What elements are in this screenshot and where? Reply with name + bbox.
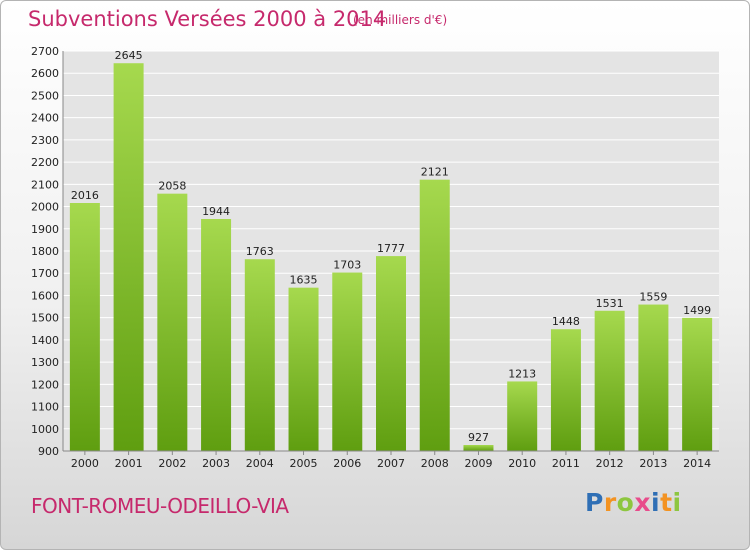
- y-tick-label: 1900: [31, 223, 59, 236]
- x-tick-label-2012: 2012: [596, 457, 624, 470]
- bar-2013: [638, 304, 669, 451]
- y-tick-label: 2100: [31, 178, 59, 191]
- value-label-2006: 1703: [333, 259, 361, 272]
- logo-letter: r: [603, 488, 617, 517]
- commune-name: FONT-ROMEU-ODEILLO-VIA: [31, 494, 289, 518]
- y-tick-label: 1200: [31, 378, 59, 391]
- logo-letter: x: [634, 488, 651, 517]
- y-tick-label: 900: [38, 445, 59, 458]
- bars: [69, 63, 713, 451]
- x-tick-label-2002: 2002: [158, 457, 186, 470]
- y-tick-label: 2400: [31, 112, 59, 125]
- x-tick-label-2000: 2000: [71, 457, 99, 470]
- x-tick-label-2006: 2006: [333, 457, 361, 470]
- proxiti-logo: Proxiti: [585, 488, 682, 517]
- y-tick-label: 1500: [31, 312, 59, 325]
- x-tick-label-2005: 2005: [290, 457, 318, 470]
- x-tick-label-2011: 2011: [552, 457, 580, 470]
- x-tick-label-2014: 2014: [683, 457, 711, 470]
- bar-2001: [113, 63, 144, 451]
- x-tick-label-2003: 2003: [202, 457, 230, 470]
- bar-2003: [201, 219, 232, 451]
- value-label-2011: 1448: [552, 315, 580, 328]
- value-label-2000: 2016: [71, 189, 99, 202]
- bar-2014: [682, 317, 713, 451]
- data-labels: 2016 2645 2058 1944 1763 1635 1703 1777 2121 927 1…: [71, 49, 711, 444]
- y-tick-label: 1400: [31, 334, 59, 347]
- x-tick-label-2010: 2010: [508, 457, 536, 470]
- value-label-2001: 2645: [115, 49, 143, 62]
- value-label-2014: 1499: [683, 304, 711, 317]
- y-tick-label: 1100: [31, 401, 59, 414]
- bar-2004: [244, 259, 275, 451]
- y-tick-label: 1300: [31, 356, 59, 369]
- y-tick-label: 1700: [31, 267, 59, 280]
- chart-subtitle: (en milliers d'€): [353, 13, 448, 27]
- bar-2008: [419, 179, 450, 451]
- y-tick-label: 2300: [31, 134, 59, 147]
- y-tick-label: 1800: [31, 245, 59, 258]
- y-tick-label: 1600: [31, 289, 59, 302]
- x-tick-label-2013: 2013: [639, 457, 667, 470]
- value-label-2013: 1559: [639, 291, 667, 304]
- value-label-2002: 2058: [158, 180, 186, 193]
- bar-2000: [69, 203, 100, 451]
- y-axis: 900 1000 1100 1200 1300 1400 1500 1600 1700 1800 1…: [31, 45, 64, 458]
- value-label-2007: 1777: [377, 242, 405, 255]
- logo-letter: P: [585, 488, 604, 517]
- bar-2006: [332, 272, 363, 451]
- y-tick-label: 2500: [31, 89, 59, 102]
- y-tick-label: 2700: [31, 45, 59, 58]
- x-tick-label-2009: 2009: [464, 457, 492, 470]
- logo-letter: i: [672, 488, 682, 517]
- x-tick-label-2008: 2008: [421, 457, 449, 470]
- bar-2010: [507, 381, 538, 451]
- value-label-2004: 1763: [246, 245, 274, 258]
- value-label-2012: 1531: [596, 297, 624, 310]
- chart-title: Subventions Versées 2000 à 2014: [28, 7, 387, 31]
- value-label-2010: 1213: [508, 367, 536, 380]
- x-tick-label-2001: 2001: [115, 457, 143, 470]
- bar-2011: [550, 329, 581, 451]
- bar-2007: [376, 256, 406, 451]
- y-tick-label: 2200: [31, 156, 59, 169]
- logo-letter: i: [651, 488, 661, 517]
- bar-2009: [463, 445, 494, 451]
- logo-letter: t: [660, 488, 673, 517]
- x-axis: 2000 2001 2002 2003 2004 2005 2006 2007 2008 2009…: [63, 450, 719, 470]
- y-tick-label: 2600: [31, 67, 59, 80]
- y-tick-label: 1000: [31, 423, 59, 436]
- value-label-2008: 2121: [421, 166, 449, 179]
- bar-2005: [288, 287, 319, 451]
- value-label-2003: 1944: [202, 205, 230, 218]
- value-label-2005: 1635: [290, 274, 318, 287]
- logo-letter: o: [616, 488, 635, 517]
- bar-2002: [157, 193, 188, 451]
- x-tick-label-2004: 2004: [246, 457, 274, 470]
- value-label-2009: 927: [468, 431, 489, 444]
- y-tick-label: 2000: [31, 201, 59, 214]
- bar-2012: [594, 310, 625, 451]
- x-tick-label-2007: 2007: [377, 457, 405, 470]
